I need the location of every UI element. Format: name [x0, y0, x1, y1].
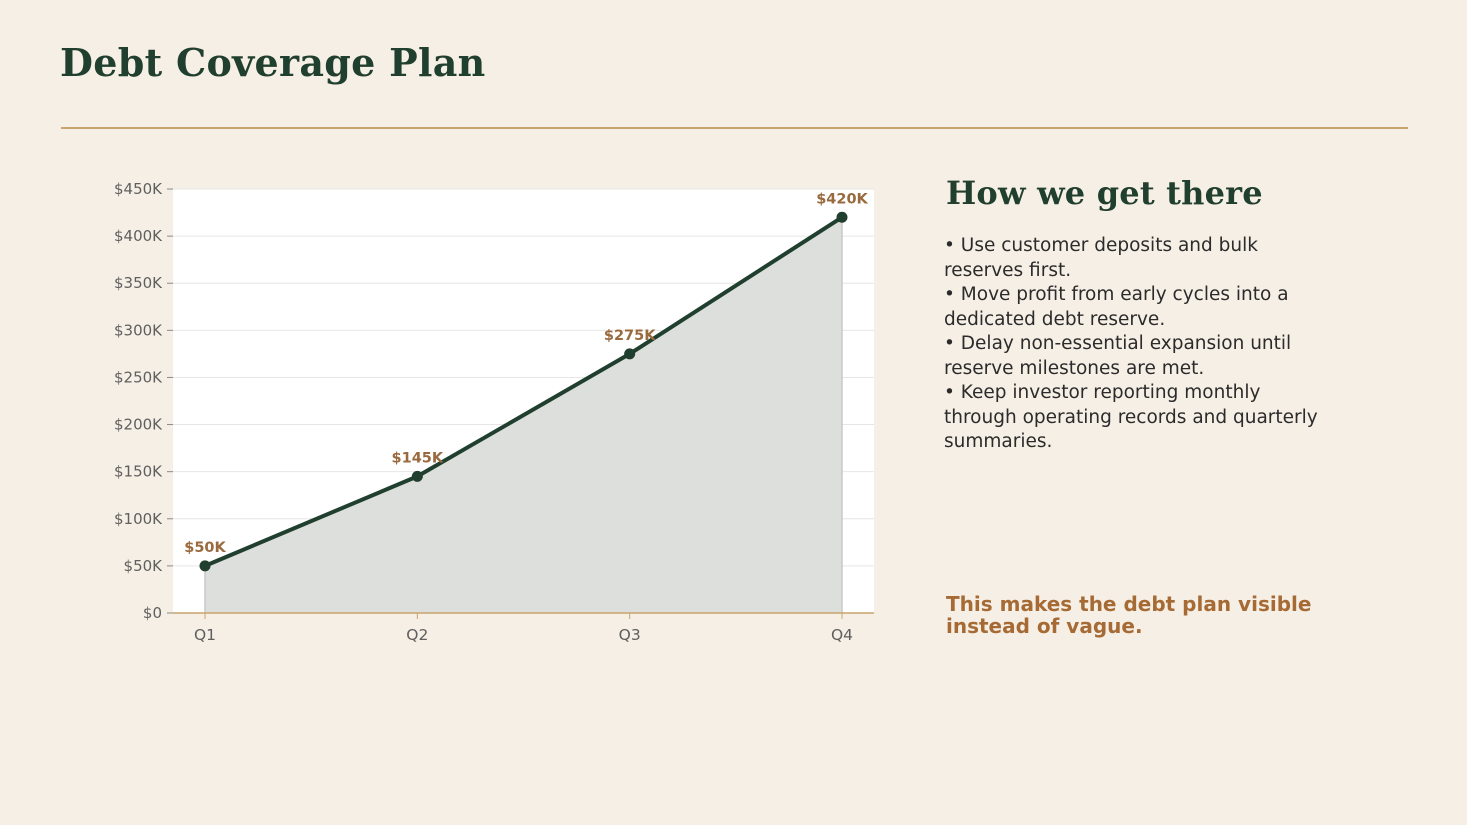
data-label: $275K	[604, 328, 656, 344]
callout-text: This makes the debt plan visible instead…	[946, 592, 1312, 638]
data-label: $420K	[816, 191, 868, 207]
y-tick-label: $50K	[124, 557, 164, 575]
data-point	[411, 470, 423, 482]
strategy-item: Move profit from early cycles into a ded…	[944, 283, 1324, 332]
x-tick-label: Q4	[831, 626, 853, 644]
data-point	[836, 211, 848, 223]
y-tick-label: $300K	[114, 321, 163, 339]
side-heading: How we get there	[946, 174, 1263, 212]
coverage-area	[205, 217, 842, 613]
page-title: Debt Coverage Plan	[60, 40, 486, 85]
x-axis: Q1 Q2 Q3 Q4	[194, 613, 853, 644]
strategy-item: Use customer deposits and bulk reserves …	[944, 234, 1324, 283]
y-axis: $0 $50K $100K $150K $200K $250K $300K $350K $400…	[114, 180, 173, 622]
strategy-item: Keep investor reporting monthly through …	[944, 381, 1324, 455]
y-tick-label: $150K	[114, 463, 163, 481]
drop-lines	[204, 217, 843, 613]
x-tick-label: Q1	[194, 626, 216, 644]
data-label: $145K	[392, 450, 444, 466]
y-tick-label: $350K	[114, 274, 163, 292]
data-label: $50K	[184, 540, 226, 556]
y-tick-label: $400K	[114, 227, 163, 245]
x-tick-label: Q2	[406, 626, 428, 644]
data-point	[199, 560, 211, 572]
y-tick-label: $250K	[114, 368, 163, 386]
y-tick-label: $450K	[114, 180, 163, 198]
strategy-list: Use customer deposits and bulk reserves …	[944, 234, 1324, 455]
x-tick-label: Q3	[619, 626, 641, 644]
y-tick-label: $100K	[114, 510, 163, 528]
data-point	[624, 348, 636, 360]
series-line	[203, 215, 844, 568]
y-tick-label: $0	[143, 604, 162, 622]
strategy-item: Delay non-essential expansion until rese…	[944, 332, 1324, 381]
title-divider	[61, 127, 1408, 129]
data-points	[199, 211, 848, 572]
data-labels: $50K $145K $275K $420K	[184, 191, 868, 556]
debt-coverage-chart: $0 $50K $100K $150K $200K $250K $300K $350K $400…	[114, 180, 874, 644]
y-tick-label: $200K	[114, 416, 163, 434]
